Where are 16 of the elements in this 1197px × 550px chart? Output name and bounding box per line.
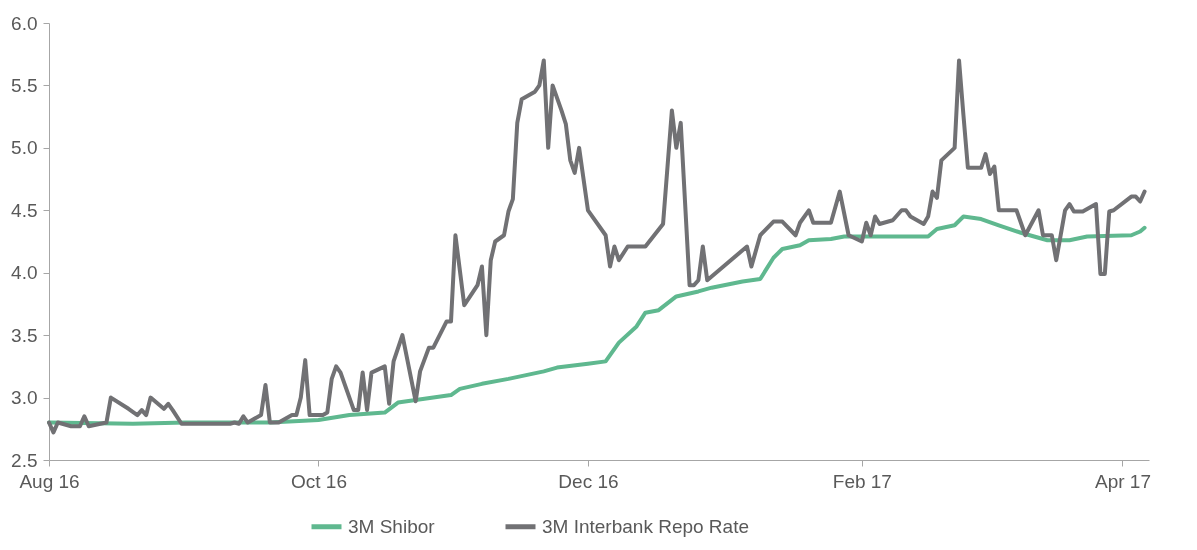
legend-label: 3M Interbank Repo Rate xyxy=(542,515,750,537)
x-tick-label: Apr 17 xyxy=(1095,470,1151,492)
x-tick-label: Oct 16 xyxy=(290,470,347,492)
y-tick-label: 4.5 xyxy=(11,199,38,221)
x-tick-label: Dec 16 xyxy=(558,470,619,492)
y-tick-label: 4.0 xyxy=(11,262,38,284)
legend-label: 3M Shibor xyxy=(348,515,436,537)
y-tick-label: 3.5 xyxy=(11,324,38,346)
y-tick-label: 6.0 xyxy=(11,12,38,34)
line-series xyxy=(47,58,1147,435)
x-tick-label: Aug 16 xyxy=(19,470,80,492)
y-tick-label: 2.5 xyxy=(11,449,38,471)
x-tick-label: Feb 17 xyxy=(832,470,892,492)
y-tick-label: 5.0 xyxy=(11,137,38,159)
y-tick-label: 3.0 xyxy=(11,387,38,409)
y-tick-label: 5.5 xyxy=(11,74,38,96)
